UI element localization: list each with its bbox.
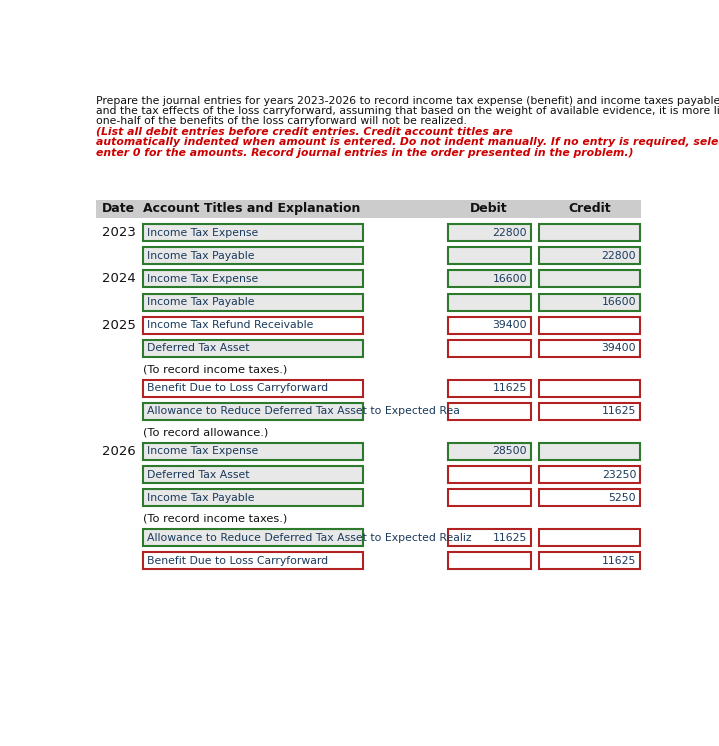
Text: Deferred Tax Asset: Deferred Tax Asset [147,343,249,354]
Text: Benefit Due to Loss Carryforward: Benefit Due to Loss Carryforward [147,383,329,393]
Bar [142,529,363,546]
Text: 11625: 11625 [493,533,527,542]
Text: 11625: 11625 [493,383,527,393]
Bar [142,380,363,397]
Bar [539,529,640,546]
Text: 39400: 39400 [493,320,527,330]
Text: 11625: 11625 [602,407,636,416]
Text: Deferred Tax Asset: Deferred Tax Asset [147,469,249,480]
Text: (To record income taxes.): (To record income taxes.) [142,514,287,524]
Text: Income Tax Expense: Income Tax Expense [147,446,258,457]
Bar [142,316,363,333]
Bar [448,248,531,264]
Text: and the tax effects of the loss carryforward, assuming that based on the weight : and the tax effects of the loss carryfor… [96,106,719,116]
Bar [142,339,363,357]
Text: Credit: Credit [569,202,611,216]
Bar [539,403,640,420]
Bar [448,294,531,310]
Bar [142,489,363,506]
Text: enter 0 for the amounts. Record journal entries in the order presented in the pr: enter 0 for the amounts. Record journal … [96,148,633,157]
Bar [539,339,640,357]
Bar [142,443,363,460]
Bar [539,225,640,241]
Bar [448,380,531,397]
Bar [142,248,363,264]
Text: Prepare the journal entries for years 2023-2026 to record income tax expense (be: Prepare the journal entries for years 20… [96,95,719,106]
Bar [539,466,640,483]
Bar [142,552,363,569]
Text: Account Titles and Explanation: Account Titles and Explanation [142,202,360,216]
Text: Date: Date [102,202,135,216]
Text: (List all debit entries before credit entries. Credit account titles are: (List all debit entries before credit en… [96,127,513,137]
Text: 2023: 2023 [102,226,137,239]
Text: 22800: 22800 [602,251,636,261]
Bar [448,339,531,357]
Text: Income Tax Expense: Income Tax Expense [147,274,258,284]
Text: 2026: 2026 [102,445,136,458]
Bar [448,443,531,460]
Bar [96,200,641,218]
Bar [142,271,363,287]
Text: (To record allowance.): (To record allowance.) [142,427,267,438]
Bar [448,316,531,333]
Bar [539,294,640,310]
Bar [539,316,640,333]
Text: 2025: 2025 [102,319,137,332]
Bar [539,489,640,506]
Bar [539,380,640,397]
Bar [448,271,531,287]
Text: Allowance to Reduce Deferred Tax Asset to Expected Realiz: Allowance to Reduce Deferred Tax Asset t… [147,533,472,542]
Text: Income Tax Payable: Income Tax Payable [147,297,255,307]
Bar [448,466,531,483]
Bar [448,529,531,546]
Bar [539,443,640,460]
Text: 2024: 2024 [102,272,136,286]
Bar [539,552,640,569]
Text: one-half of the benefits of the loss carryforward will not be realized.: one-half of the benefits of the loss car… [96,116,467,127]
Text: Income Tax Refund Receivable: Income Tax Refund Receivable [147,320,313,330]
Text: 22800: 22800 [493,228,527,238]
Text: Benefit Due to Loss Carryforward: Benefit Due to Loss Carryforward [147,556,329,565]
Text: 39400: 39400 [602,343,636,354]
Text: automatically indented when amount is entered. Do not indent manually. If no ent: automatically indented when amount is en… [96,137,719,147]
Text: 28500: 28500 [493,446,527,457]
Bar [448,489,531,506]
Text: Debit: Debit [470,202,508,216]
Text: 5250: 5250 [608,492,636,503]
Text: Income Tax Payable: Income Tax Payable [147,492,255,503]
Text: 16600: 16600 [493,274,527,284]
Bar [142,466,363,483]
Text: Income Tax Expense: Income Tax Expense [147,228,258,238]
Text: Allowance to Reduce Deferred Tax Asset to Expected Rea: Allowance to Reduce Deferred Tax Asset t… [147,407,460,416]
Bar [448,552,531,569]
Bar [539,248,640,264]
Text: 23250: 23250 [602,469,636,480]
Bar [142,403,363,420]
Bar [539,271,640,287]
Text: 11625: 11625 [602,556,636,565]
Bar [448,403,531,420]
Text: Income Tax Payable: Income Tax Payable [147,251,255,261]
Bar [448,225,531,241]
Text: 16600: 16600 [602,297,636,307]
Text: (To record income taxes.): (To record income taxes.) [142,364,287,374]
Bar [142,294,363,310]
Bar [142,225,363,241]
